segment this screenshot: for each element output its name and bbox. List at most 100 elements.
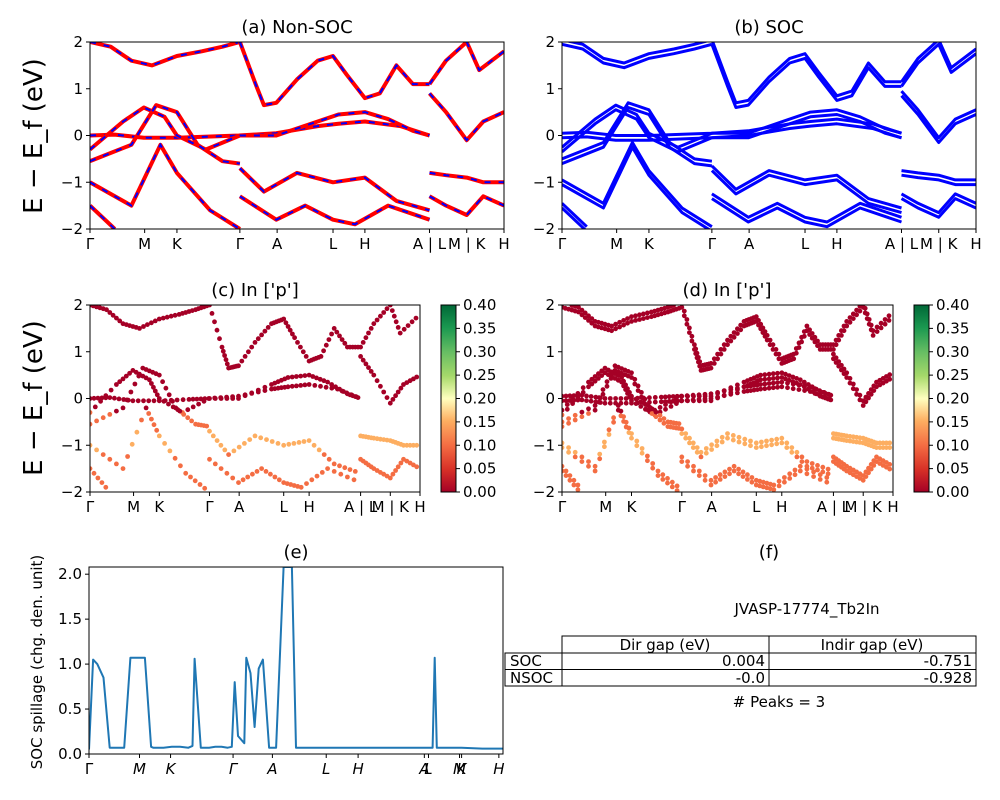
band-line-blue-dash (90, 120, 430, 139)
band-line-blue-dash (429, 171, 504, 184)
projected-point (302, 382, 308, 388)
projected-point (333, 384, 338, 390)
projected-point (414, 464, 420, 470)
projected-point (132, 381, 138, 387)
projected-point (272, 474, 278, 480)
projected-point (269, 439, 275, 444)
projected-point (639, 390, 644, 395)
xtick-label: Γ (205, 498, 214, 516)
projected-point (586, 411, 591, 416)
projected-point (687, 435, 692, 441)
projected-point (579, 307, 585, 313)
xtick-label: H (303, 498, 314, 516)
projected-point (742, 441, 748, 447)
projected-point (623, 382, 628, 388)
projected-point (785, 385, 790, 391)
projected-point (882, 317, 888, 322)
projected-point (634, 438, 640, 444)
table-col-header-indir: Indir gap (eV) (821, 636, 924, 654)
projected-point (128, 389, 134, 395)
projected-point (625, 316, 630, 321)
projected-point (813, 391, 819, 397)
projected-point (596, 371, 601, 377)
projected-point (562, 407, 565, 413)
projected-point (629, 435, 634, 441)
band-line-blue-dash (429, 195, 504, 217)
projected-point (621, 322, 626, 328)
projected-point (342, 340, 348, 346)
projected-point (804, 323, 810, 329)
projected-point (645, 453, 650, 459)
projected-point (626, 425, 632, 431)
projected-point (579, 409, 585, 415)
projected-point (366, 330, 371, 336)
projected-point (735, 390, 740, 396)
table-cell-nsoc-indir: -0.928 (924, 669, 972, 687)
projected-point (727, 471, 732, 477)
projected-point (259, 332, 264, 338)
projected-point (189, 418, 195, 424)
xtick-label: Γ (86, 498, 95, 516)
projected-point (709, 442, 714, 448)
projected-point (735, 387, 740, 392)
projected-point (766, 376, 772, 382)
xtick-label: M | K (372, 498, 411, 516)
ytick-label: 0 (545, 390, 555, 408)
projected-point (360, 340, 366, 345)
projected-point (633, 313, 638, 319)
projected-point (597, 456, 603, 462)
xtick-label: A (744, 235, 755, 253)
projected-point (745, 472, 750, 478)
projected-point (384, 306, 390, 312)
projected-point (117, 318, 123, 324)
projected-point (107, 456, 113, 462)
projected-point (566, 449, 571, 455)
projected-point (698, 454, 704, 460)
projected-point (285, 324, 291, 329)
projected-point (824, 479, 830, 485)
projected-point (653, 409, 659, 415)
projected-point (730, 433, 736, 438)
projected-point (645, 407, 651, 413)
projected-point (666, 394, 672, 400)
projected-point (108, 387, 114, 393)
projected-point (668, 399, 674, 405)
projected-point (311, 442, 317, 448)
colorbar-tick-label: 0.40 (463, 296, 496, 314)
projected-point (657, 412, 663, 418)
xtick-label: K (644, 235, 655, 253)
xtick-label: A | L (817, 498, 851, 516)
projected-point (318, 354, 324, 359)
ylabel-row2: E − E_f (eV) (19, 320, 49, 476)
projected-point (770, 380, 776, 386)
projected-point (584, 398, 589, 403)
projected-point (771, 482, 777, 488)
projected-point (674, 401, 679, 406)
projected-point (314, 473, 320, 479)
projected-point (120, 376, 126, 382)
projected-point (812, 334, 818, 340)
projected-point (791, 351, 797, 357)
projected-point (92, 404, 98, 410)
colorbar-tick-label: 0.25 (936, 366, 969, 384)
xtick-label: A (418, 760, 429, 778)
xtick-label: A (706, 498, 717, 516)
projected-point (825, 466, 831, 472)
projected-point (721, 388, 727, 393)
projected-point (844, 319, 850, 324)
projected-point (567, 393, 573, 399)
panel-e-ylabel: SOC spillage (chg. den. unit) (28, 555, 46, 770)
projected-point (589, 376, 595, 382)
projected-point (112, 395, 117, 401)
projected-point (769, 437, 774, 443)
colorbar-tick-label: 0.15 (463, 413, 496, 431)
material-id: JVASP-17774_Tb2In (733, 600, 879, 619)
projected-point (103, 393, 109, 399)
projected-point (611, 419, 616, 425)
panel-a-frame (89, 41, 505, 230)
projected-point (129, 441, 135, 447)
panel-e-frame (88, 566, 504, 755)
projected-point (151, 422, 157, 428)
projected-point (609, 323, 614, 329)
projected-point (190, 396, 196, 402)
